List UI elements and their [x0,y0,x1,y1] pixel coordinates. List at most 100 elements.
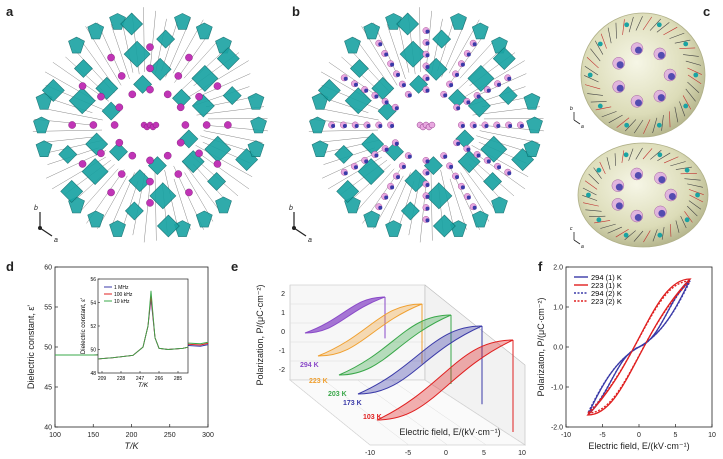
framework-bond [464,60,525,98]
guest-sphere [115,138,124,147]
grid-line [391,379,487,446]
cage-bond [614,153,616,166]
cage-node [657,232,663,238]
guest-atom [634,46,642,54]
series-label-0: 294 K [300,362,319,369]
framework-bond [316,136,370,143]
cage-bond [687,205,698,217]
y-tick-label: 2 [281,291,285,298]
inset-x-tick-label: 228 [117,376,126,382]
polyhedron [492,47,516,71]
cage-bond [594,220,611,224]
y-tick-label: 40 [44,425,52,432]
guest-sphere [146,64,154,73]
axis-indicator-c-bottom: c a [570,226,584,250]
cage-bond [607,226,623,234]
guest-atom [378,205,383,210]
cage-node [586,192,591,198]
cage-node [684,167,690,173]
cage-bond [661,227,665,240]
grid-line [289,379,371,446]
cage-node [623,152,629,158]
cage-bond [683,54,699,57]
guest-atom [378,124,383,128]
guest-atom [425,206,430,211]
polyhedron [425,182,453,210]
guest-atom [384,195,389,200]
guest-atom [354,124,359,128]
axis-indicator-b: b a [289,205,312,244]
cage-bond [652,229,658,242]
polyhedron [174,13,191,30]
cage-bond [584,65,599,76]
guest-atom [658,176,666,184]
inset-y-tick-label: 50 [90,348,96,354]
cage-bond [588,173,599,185]
cage-bond [625,119,637,132]
cage-node [656,122,662,128]
inset-y-tick-label: 48 [90,371,96,377]
polyhedron [156,29,176,49]
cage-node [683,41,689,47]
guest-atom [364,159,369,164]
framework-bond [356,168,395,212]
cage-bond [663,156,679,164]
series-loop-3 [586,280,692,414]
guest-atom [353,82,358,87]
series-loop-2 [587,280,691,414]
guest-atom [394,106,399,111]
panel-f: f -10 -5 0 5 10 -2.0 -1.0 0.0 1.0 2.0 Electric fie… [530,255,723,459]
guest-sphere [185,53,193,62]
y-tick-label: -1.0 [551,385,563,392]
guest-atom [507,171,512,176]
framework-bond [181,160,219,210]
guest-sphere [174,72,183,80]
framework-bond [121,21,134,73]
axis-b-label-b: b [289,205,293,212]
y-axis-label: Dielectric constant, ε' [26,305,36,390]
guest-atom [425,41,430,46]
guest-atom [396,72,400,77]
cage-bond [688,189,704,195]
cage-node [597,103,603,109]
polyhedron [363,22,381,40]
x-tick-label: -5 [405,450,411,457]
polyhedron [207,172,227,191]
cage-bond [587,93,603,96]
framework-bond [97,175,128,229]
polyhedron [85,132,109,156]
inset-x-tick-label: 247 [136,376,145,382]
guest-atom [401,83,406,88]
cage-bond [599,161,606,174]
polyhedron [120,12,144,36]
guest-atom [508,124,513,128]
guest-atom [396,175,400,180]
axis-indicator-a: b a [34,205,58,244]
x-tick-label: -10 [561,432,571,439]
polyhedron [109,142,128,162]
cage-node [657,152,663,158]
guest-atom [353,165,358,170]
polyhedron [215,196,232,214]
guest-atom [615,202,623,210]
guest-atom [425,183,430,187]
guest-atom [476,94,481,99]
polyhedron [247,92,265,110]
cage-bond [674,39,691,44]
y-tick-label: 45 [44,385,52,392]
guest-atom [456,106,461,111]
guest-atom [425,76,430,81]
cage-bond [621,150,625,163]
polyhedron [195,210,213,228]
cage-bond [585,209,602,212]
framework-bond [45,150,107,179]
cage-bond [600,33,607,49]
polyhedron [60,179,84,203]
polyhedron [68,36,85,54]
y-tick-label: 60 [44,265,52,272]
polyhedron [109,220,126,237]
guest-sphere [185,188,193,197]
y-tick-label: 55 [44,305,52,312]
guest-atom [460,124,465,128]
guest-atom [476,153,481,158]
